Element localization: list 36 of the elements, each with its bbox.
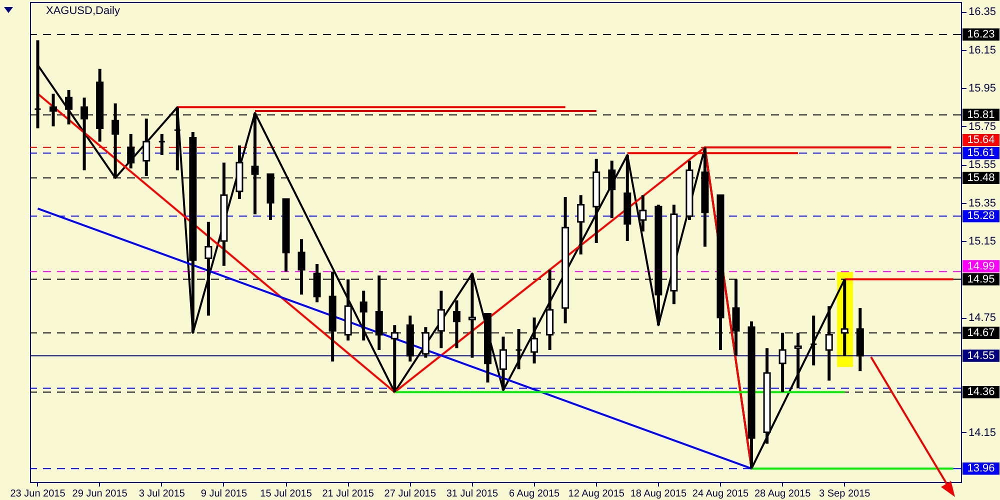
y-tick-label: 15.35 [968,197,996,210]
ref-line-label: 15.61 [967,147,995,160]
x-tick-label: 29 Jun 2015 [72,488,128,500]
ref-line-label: 15.28 [967,210,995,222]
ref-line-label: 15.48 [967,172,995,184]
y-tick-label: 15.75 [968,120,996,133]
y-tick-label: 16.15 [968,44,996,56]
x-tick-label: 9 Jul 2015 [200,488,248,500]
ref-line-label: 15.64 [967,134,995,146]
y-tick-label: 14.15 [968,426,996,439]
chart-title: XAGUSD,Daily [46,5,120,17]
x-tick-label: 12 Aug 2015 [568,488,625,500]
x-tick-label: 23 Jun 2015 [10,488,66,500]
y-tick-label: 15.15 [968,236,996,248]
ref-line-label: 14.67 [967,326,995,339]
ref-line-label: 14.95 [967,273,995,286]
ref-line-label: 14.55 [967,350,995,362]
x-tick-label: 3 Jul 2015 [138,488,186,500]
x-tick-label: 15 Jul 2015 [260,488,312,500]
ref-line-label: 14.36 [967,386,995,398]
x-tick-label: 3 Sep 2015 [819,488,871,500]
x-tick-label: 28 Aug 2015 [754,488,812,500]
y-tick-label: 14.75 [968,312,996,324]
x-tick-label: 6 Aug 2015 [508,488,560,500]
x-tick-label: 31 Jul 2015 [446,488,499,500]
ref-line-label: 14.99 [967,260,995,272]
x-tick-label: 21 Jul 2015 [322,488,374,500]
x-tick-label: 24 Aug 2015 [692,488,750,500]
x-tick-label: 27 Jul 2015 [384,488,436,500]
y-tick-label: 16.35 [968,6,996,18]
ref-line-label: 15.81 [967,108,995,121]
y-tick-label: 15.55 [968,159,996,172]
x-tick-label: 18 Aug 2015 [630,488,687,500]
y-tick-label: 15.95 [968,82,996,95]
ref-line-label: 16.23 [967,28,995,41]
ref-line-label: 13.96 [967,462,995,475]
